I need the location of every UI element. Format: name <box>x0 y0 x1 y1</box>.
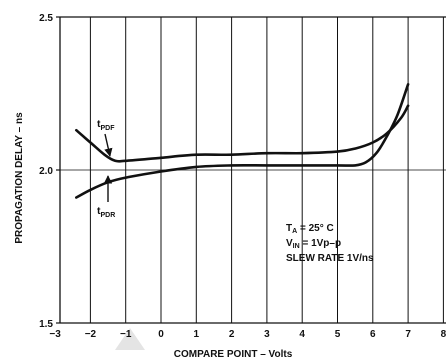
y-tick-labels: 1.5 2.0 2.5 <box>39 13 53 330</box>
condition-vin: VIN = 1Vp–p <box>286 238 341 250</box>
series-lines <box>75 83 410 199</box>
test-conditions: TA = 25° C VIN = 1Vp–p SLEW RATE 1V/ns <box>286 223 374 264</box>
x-axis-label: COMPARE POINT – Volts <box>174 349 293 360</box>
condition-slew-rate: SLEW RATE 1V/ns <box>286 253 374 264</box>
tpdf-label-main: t <box>97 118 101 130</box>
y-tick-label: 2.5 <box>39 13 53 24</box>
x-tick-label: 7 <box>405 329 411 340</box>
tpdf-label-sub: PDF <box>101 125 116 132</box>
series-line-tpdr <box>75 83 410 199</box>
x-tick-label: 0 <box>158 329 164 340</box>
x-tick-label: 6 <box>370 329 376 340</box>
tpdr-annotation: tPDR <box>97 175 115 219</box>
condition-ta: TA = 25° C <box>286 223 334 235</box>
y-axis-label: PROPAGATION DELAY – ns <box>14 112 25 244</box>
x-tick-label: 4 <box>299 329 305 340</box>
series-line-tpdf <box>75 104 410 163</box>
grid-lines <box>60 17 446 323</box>
background-triangle-mark <box>115 328 145 350</box>
x-tick-label: −3 <box>49 329 61 340</box>
x-tick-label: 8 <box>441 329 446 340</box>
svg-text:tPDR: tPDR <box>97 205 115 219</box>
x-tick-label: 1 <box>194 329 200 340</box>
plot-frame <box>56 16 446 324</box>
tpdr-label-main: t <box>97 205 101 217</box>
y-tick-label: 1.5 <box>39 319 53 330</box>
y-tick-label: 2.0 <box>39 166 53 177</box>
x-tick-label: −2 <box>85 329 97 340</box>
tpdf-arrow <box>104 133 113 157</box>
x-tick-labels: −3 −2 −1 0 1 2 3 4 5 6 7 8 <box>49 329 446 340</box>
tpdf-annotation: tPDF <box>97 118 115 157</box>
x-tick-label: 5 <box>335 329 341 340</box>
svg-text:tPDF: tPDF <box>97 118 115 132</box>
x-tick-label: 2 <box>229 329 235 340</box>
tpdr-label-sub: PDR <box>101 212 116 219</box>
x-tick-label: −1 <box>120 329 132 340</box>
x-tick-label: 3 <box>264 329 270 340</box>
